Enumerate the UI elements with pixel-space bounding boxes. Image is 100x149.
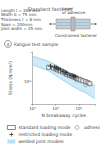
svg-text:10⁴: 10⁴ — [29, 106, 36, 111]
svg-text:Width b = 75 mm: Width b = 75 mm — [1, 12, 37, 18]
svg-text:10³: 10³ — [24, 79, 31, 84]
svg-text:10⁵: 10⁵ — [52, 106, 59, 111]
svg-text:Thickness t = 8 mm: Thickness t = 8 mm — [1, 17, 42, 22]
svg-text:adhesive joint data: adhesive joint data — [84, 125, 100, 130]
svg-text:Constrained fastener: Constrained fastener — [55, 33, 97, 38]
svg-text:Stress (N/mm²): Stress (N/mm²) — [8, 61, 13, 95]
svg-text:A: A — [7, 42, 10, 47]
svg-text:Standard fastener: Standard fastener — [27, 6, 73, 12]
svg-text:restricted loading mode: restricted loading mode — [18, 132, 72, 137]
svg-text:10⁶: 10⁶ — [75, 106, 82, 111]
svg-text:Joint width = 25 mm: Joint width = 25 mm — [0, 26, 42, 31]
svg-text:of adhesive: of adhesive — [62, 10, 86, 16]
svg-text:Fatigue test sample: Fatigue test sample — [14, 42, 59, 47]
svg-text:Span = 200mm: Span = 200mm — [1, 21, 33, 27]
svg-text:N breakaway cycles: N breakaway cycles — [41, 113, 86, 118]
svg-text:welded joint models: welded joint models — [18, 139, 64, 144]
svg-text:standard loading mode: standard loading mode — [18, 125, 70, 130]
